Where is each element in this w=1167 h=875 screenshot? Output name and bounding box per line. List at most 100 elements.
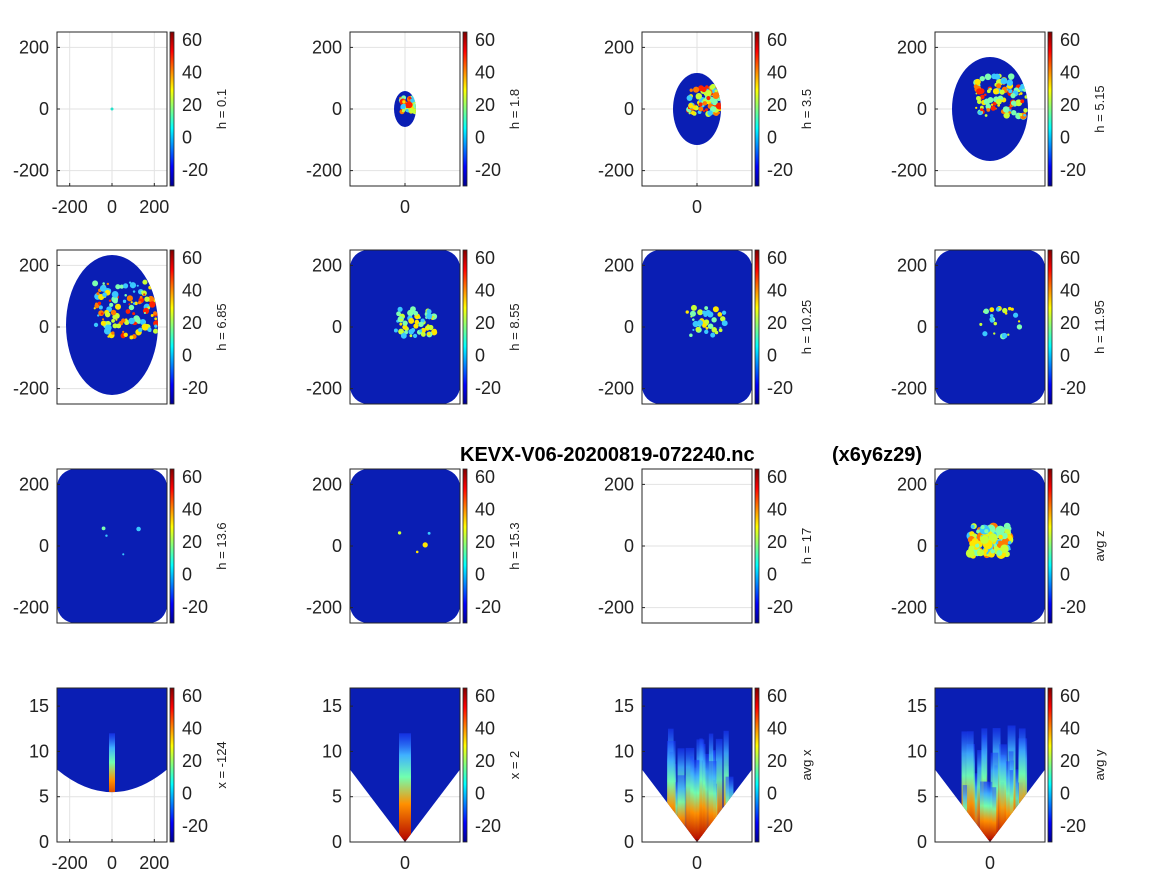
y-tick-label: -200 xyxy=(306,379,342,399)
echo-blob xyxy=(976,95,981,101)
echo-blob xyxy=(995,541,999,545)
echo-blob xyxy=(977,99,982,105)
echo-blob xyxy=(419,329,423,333)
echo-blob xyxy=(689,310,696,317)
colorbar-tick-label: -20 xyxy=(1060,816,1086,836)
echo-blob xyxy=(986,553,990,557)
echo-blob xyxy=(1011,110,1017,116)
colorbar-label: h = 17 xyxy=(799,528,814,565)
echo-blob xyxy=(130,301,133,304)
echo-blob xyxy=(720,316,726,322)
echo-blob xyxy=(1008,89,1013,94)
echo-blob xyxy=(111,290,119,298)
echo-blob xyxy=(997,103,1001,107)
echo-blob xyxy=(973,84,978,89)
colorbar-label: h = 13.6 xyxy=(214,522,229,569)
colorbar-tick-label: 60 xyxy=(475,467,495,487)
echo-blob xyxy=(979,75,985,82)
echo-blob xyxy=(695,92,702,100)
x-tick-label: 0 xyxy=(692,197,702,217)
echo-blob xyxy=(402,320,408,326)
colorbar-tick-label: 60 xyxy=(475,686,495,706)
y-tick-label: 0 xyxy=(332,832,342,852)
colorbar-tick-label: 0 xyxy=(182,127,192,147)
colorbar-tick-label: 20 xyxy=(475,751,495,771)
echo-blob xyxy=(1002,307,1008,314)
echo-blob xyxy=(688,111,692,115)
echo-blob xyxy=(1023,108,1028,113)
y-tick-label: 200 xyxy=(897,474,927,494)
colorbar-tick-label: 20 xyxy=(767,751,787,771)
echo-blob xyxy=(147,295,155,303)
colorbar-tick-label: 40 xyxy=(182,719,202,739)
echo-blob xyxy=(426,309,432,315)
echo-blob xyxy=(985,103,992,110)
colorbar-tick-label: 60 xyxy=(475,248,495,268)
echo-blob xyxy=(984,73,992,81)
colorbar xyxy=(755,32,759,186)
colorbar-tick-label: 20 xyxy=(1060,751,1080,771)
echo-blob xyxy=(707,110,713,116)
echo-field xyxy=(642,250,752,404)
colorbar-tick-label: 0 xyxy=(1060,783,1070,803)
y-tick-label: 10 xyxy=(29,741,49,761)
colorbar-tick-label: 40 xyxy=(475,719,495,739)
x-tick-label: 0 xyxy=(400,197,410,217)
echo-blob xyxy=(125,309,131,314)
echo-column xyxy=(399,733,411,842)
echo-blob xyxy=(990,318,994,323)
echo-blob xyxy=(106,282,110,286)
colorbar xyxy=(170,469,174,623)
echo-blob xyxy=(1017,89,1021,93)
echo-blob xyxy=(718,328,723,333)
colorbar-tick-label: 20 xyxy=(182,313,202,333)
colorbar xyxy=(170,250,174,404)
y-tick-label: -200 xyxy=(891,598,927,618)
echo-blob xyxy=(418,321,424,328)
colorbar-tick-label: 20 xyxy=(475,313,495,333)
echo-blob xyxy=(426,313,433,320)
echo-blob xyxy=(93,322,99,327)
echo-blob xyxy=(1017,320,1021,323)
echo-blob xyxy=(717,312,723,317)
echo-blob xyxy=(714,330,719,335)
y-tick-label: -200 xyxy=(598,161,634,181)
echo-blob xyxy=(122,283,129,289)
echo-blob xyxy=(996,83,1002,89)
echo-blob xyxy=(393,328,398,333)
echo-blob xyxy=(711,317,717,323)
echo-blob xyxy=(996,550,1003,556)
echo-blob xyxy=(704,89,712,97)
echo-blob xyxy=(701,86,707,93)
echo-blob xyxy=(995,525,1005,535)
echo-column xyxy=(667,740,676,842)
echo-blob xyxy=(128,304,135,311)
colorbar-label: h = 0.1 xyxy=(214,89,229,129)
echo-blob xyxy=(976,529,981,534)
y-tick-label: 5 xyxy=(39,787,49,807)
colorbar-tick-label: 20 xyxy=(475,532,495,552)
echo-blob xyxy=(1010,93,1016,99)
panel-14: 0 15 10 5 0 60 40 20 0 -20 x = 2 xyxy=(322,686,522,873)
colorbar-tick-label: 0 xyxy=(475,127,485,147)
echo-blob xyxy=(1000,544,1009,553)
colorbar-tick-label: -20 xyxy=(1060,378,1086,398)
echo-blob xyxy=(1008,73,1015,80)
colorbar-tick-label: 0 xyxy=(767,127,777,147)
colorbar-tick-label: 20 xyxy=(767,532,787,552)
echo-blob xyxy=(414,319,420,325)
colorbar-tick-label: 20 xyxy=(182,532,202,552)
echo-blob xyxy=(685,310,689,314)
colorbar-tick-label: 60 xyxy=(767,248,787,268)
colorbar-tick-label: 0 xyxy=(1060,564,1070,584)
y-tick-label: 0 xyxy=(39,99,49,119)
echo-column xyxy=(704,753,711,842)
echo-blob xyxy=(992,88,1000,95)
echo-blob xyxy=(975,543,980,548)
echo-blob xyxy=(1023,113,1026,117)
echo-blob xyxy=(141,290,147,296)
colorbar-tick-label: 40 xyxy=(767,500,787,520)
colorbar-tick-label: -20 xyxy=(767,378,793,398)
